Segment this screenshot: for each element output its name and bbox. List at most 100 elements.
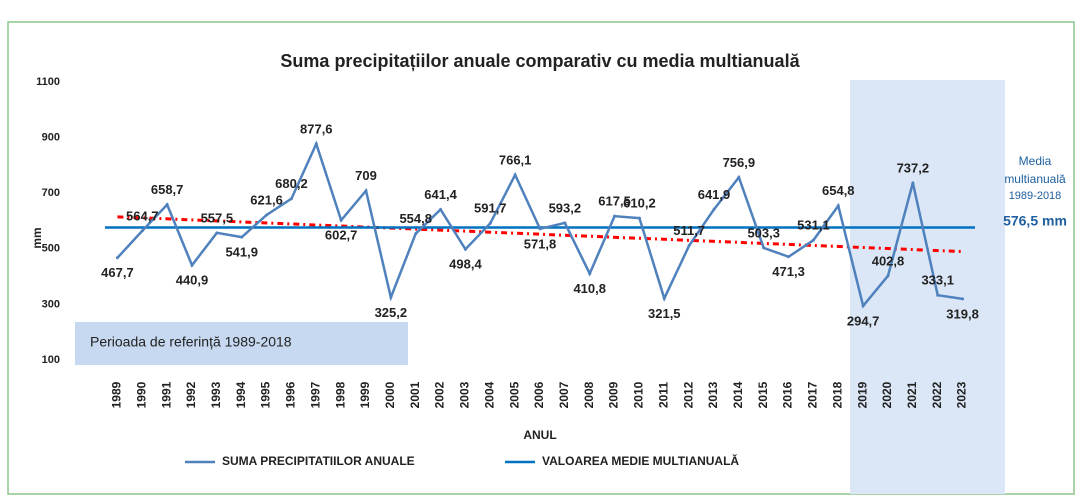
mean-label: 576,5 mm — [1003, 213, 1067, 229]
x-tick-label: 2009 — [607, 381, 621, 408]
y-tick-label: 300 — [42, 298, 60, 310]
data-label: 591,7 — [474, 201, 507, 216]
x-tick-label: 2011 — [656, 382, 670, 408]
data-label: 531,1 — [797, 218, 830, 233]
x-tick-label: 1995 — [259, 381, 273, 408]
data-label: 321,5 — [648, 306, 681, 321]
x-tick-label: 1998 — [333, 381, 347, 408]
data-point — [737, 175, 741, 179]
x-tick-label: 1989 — [110, 381, 124, 408]
x-tick-label: 2007 — [557, 381, 571, 408]
data-label: 658,7 — [151, 182, 184, 197]
data-point — [662, 296, 666, 300]
data-point — [140, 229, 144, 233]
x-tick-label: 2017 — [806, 381, 820, 408]
data-label: 641,9 — [698, 187, 731, 202]
y-tick-label: 900 — [42, 132, 60, 144]
data-point — [538, 227, 542, 231]
x-tick-label: 1990 — [134, 381, 148, 408]
data-point — [811, 238, 815, 242]
data-point — [563, 221, 567, 225]
x-tick-label: 2021 — [905, 381, 919, 408]
x-tick-label: 1992 — [184, 381, 198, 408]
data-label: 410,8 — [573, 281, 606, 296]
x-tick-label: 2002 — [433, 381, 447, 408]
x-tick-label: 1997 — [308, 381, 322, 408]
chart-title: Suma precipitațiilor anuale comparativ c… — [280, 51, 800, 71]
data-point — [861, 304, 865, 308]
x-tick-label: 2020 — [880, 381, 894, 408]
data-point — [787, 255, 791, 259]
x-tick-label: 2014 — [731, 381, 745, 408]
data-point — [911, 181, 915, 185]
data-label: 319,8 — [946, 306, 979, 321]
x-tick-label: 1999 — [358, 381, 372, 408]
data-label: 617,5 — [598, 194, 631, 209]
x-tick-label: 2015 — [756, 381, 770, 408]
mean-annotation: 1989-2018 — [1009, 190, 1062, 202]
data-point — [936, 293, 940, 297]
data-label: 498,4 — [449, 257, 482, 272]
data-point — [687, 244, 691, 248]
data-label: 766,1 — [499, 152, 532, 167]
data-point — [513, 173, 517, 177]
legend-label: SUMA PRECIPITATIILOR ANUALE — [222, 454, 415, 468]
x-tick-label: 1993 — [209, 381, 223, 408]
data-label: 511,7 — [673, 223, 705, 238]
x-tick-label: 2005 — [507, 381, 521, 408]
x-tick-label: 2018 — [830, 381, 844, 408]
data-label: 641,4 — [424, 187, 457, 202]
data-label: 571,8 — [524, 236, 557, 251]
x-tick-label: 2004 — [482, 381, 496, 408]
reference-annotation: Perioada de referință 1989-2018 — [90, 334, 292, 350]
data-point — [836, 204, 840, 208]
x-tick-label: 2013 — [706, 381, 720, 408]
data-label: 654,8 — [822, 183, 855, 198]
x-tick-label: 2016 — [781, 381, 795, 408]
y-axis-label: mm — [30, 227, 44, 248]
data-label: 440,9 — [176, 273, 209, 288]
x-tick-label: 2006 — [532, 381, 546, 408]
data-point — [265, 213, 269, 217]
data-point — [463, 247, 467, 251]
data-label: 680,2 — [275, 176, 308, 191]
data-label: 709 — [355, 168, 377, 183]
data-label: 610,2 — [623, 196, 656, 211]
data-point — [190, 263, 194, 267]
x-tick-label: 1991 — [159, 381, 173, 408]
highlight-region — [850, 80, 1005, 494]
reference-box — [75, 322, 408, 365]
data-point — [339, 218, 343, 222]
x-tick-label: 2022 — [930, 381, 944, 408]
data-point — [289, 197, 293, 201]
data-point — [165, 203, 169, 207]
data-label: 756,9 — [723, 155, 756, 170]
data-point — [414, 232, 418, 236]
x-tick-label: 2019 — [855, 381, 869, 408]
data-label: 554,8 — [399, 211, 432, 226]
x-tick-label: 1996 — [284, 381, 298, 408]
data-label: 564,7 — [126, 208, 159, 223]
mean-annotation: multianuală — [1004, 172, 1066, 186]
data-label: 333,1 — [921, 273, 954, 288]
data-point — [762, 246, 766, 250]
data-point — [364, 189, 368, 193]
trend-line — [117, 215, 963, 254]
y-tick-label: 1100 — [36, 76, 60, 88]
data-point — [314, 142, 318, 146]
data-label: 467,7 — [101, 265, 134, 280]
mean-annotation: Media — [1019, 154, 1052, 168]
x-tick-label: 2012 — [681, 381, 695, 408]
data-label: 621,6 — [250, 192, 283, 207]
data-point — [389, 295, 393, 299]
x-tick-label: 2001 — [408, 381, 422, 408]
data-point — [215, 231, 219, 235]
x-tick-label: 2023 — [955, 381, 969, 408]
data-label: 593,2 — [549, 200, 582, 215]
x-tick-label: 2008 — [582, 381, 596, 408]
y-tick-label: 100 — [42, 354, 60, 366]
data-label: 471,3 — [772, 264, 805, 279]
x-tick-label: 2010 — [632, 381, 646, 408]
data-point — [961, 297, 965, 301]
